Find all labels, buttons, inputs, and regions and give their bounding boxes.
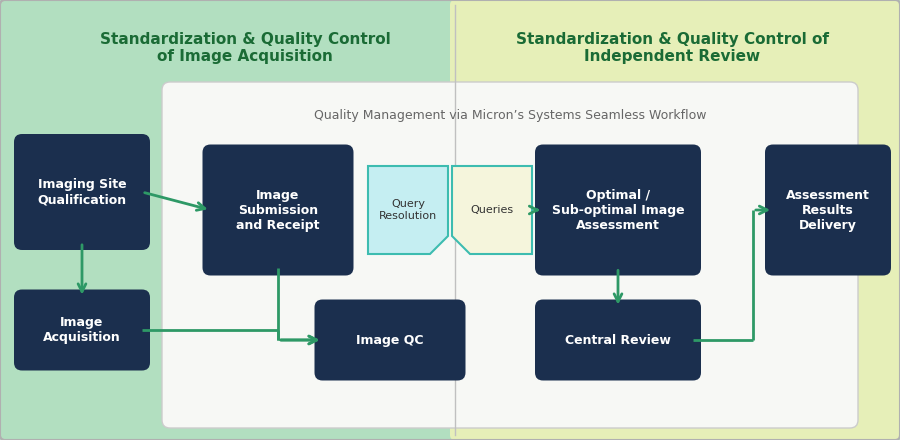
Polygon shape — [452, 166, 532, 254]
FancyBboxPatch shape — [162, 82, 858, 428]
FancyBboxPatch shape — [314, 300, 465, 381]
FancyBboxPatch shape — [202, 144, 354, 275]
Text: Query
Resolution: Query Resolution — [379, 199, 437, 221]
Text: Image
Submission
and Receipt: Image Submission and Receipt — [236, 188, 320, 231]
FancyBboxPatch shape — [535, 300, 701, 381]
Text: Optimal /
Sub-optimal Image
Assessment: Optimal / Sub-optimal Image Assessment — [552, 188, 684, 231]
Text: Central Review: Central Review — [565, 334, 670, 347]
FancyBboxPatch shape — [14, 134, 150, 250]
Text: Standardization & Quality Control of
Independent Review: Standardization & Quality Control of Ind… — [516, 32, 829, 64]
Text: Imaging Site
Qualification: Imaging Site Qualification — [38, 178, 127, 206]
FancyBboxPatch shape — [535, 144, 701, 275]
Text: Quality Management via Micron’s Systems Seamless Workflow: Quality Management via Micron’s Systems … — [314, 109, 706, 121]
Text: Image QC: Image QC — [356, 334, 424, 347]
Text: Image
Acquisition: Image Acquisition — [43, 316, 121, 344]
FancyBboxPatch shape — [765, 144, 891, 275]
Text: Queries: Queries — [471, 205, 514, 215]
FancyBboxPatch shape — [450, 0, 900, 440]
Bar — [455, 5, 895, 435]
FancyBboxPatch shape — [14, 290, 150, 370]
Text: Assessment
Results
Delivery: Assessment Results Delivery — [786, 188, 870, 231]
Polygon shape — [368, 166, 448, 254]
Text: Standardization & Quality Control
of Image Acquisition: Standardization & Quality Control of Ima… — [100, 32, 391, 64]
